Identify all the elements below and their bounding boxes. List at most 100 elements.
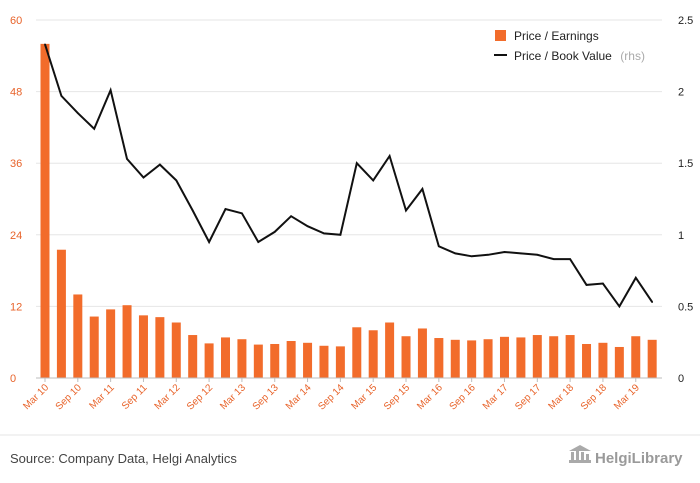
- bar: [204, 343, 214, 378]
- line-point: [585, 284, 588, 286]
- x-tick-label: Mar 18: [546, 382, 576, 412]
- bar: [171, 322, 181, 378]
- x-tick-label: Mar 11: [87, 382, 117, 412]
- line-point: [536, 254, 539, 256]
- legend-label-price-earnings: Price / Earnings: [514, 29, 599, 43]
- y-left-tick-label: 24: [10, 230, 22, 242]
- y-right-tick-label: 1: [678, 230, 684, 242]
- y-right-tick-label: 2: [678, 87, 684, 99]
- line-point: [339, 234, 342, 236]
- x-tick-label: Sep 12: [185, 382, 215, 412]
- bar: [352, 327, 362, 378]
- line-point: [405, 209, 407, 212]
- legend-label-price-book-group: Price / Book Value (rhs): [514, 47, 645, 64]
- brand-name: HelgiLibrary: [595, 450, 683, 467]
- x-tick-label: Sep 18: [579, 382, 609, 412]
- bar-layer: [40, 43, 657, 378]
- line-point: [109, 89, 112, 91]
- x-tick-label: Mar 14: [284, 382, 314, 412]
- bar: [631, 336, 641, 378]
- bar: [56, 249, 66, 378]
- x-tick-label: Mar 19: [612, 382, 642, 412]
- bar: [647, 339, 657, 378]
- line-point: [651, 301, 653, 303]
- bar: [303, 342, 313, 378]
- bar: [286, 341, 296, 378]
- line-point: [241, 212, 243, 215]
- line-point: [126, 158, 128, 160]
- line-point: [323, 232, 325, 235]
- bar: [138, 315, 148, 378]
- bar: [532, 335, 542, 378]
- bar: [385, 322, 395, 378]
- y-left-tick-label: 48: [10, 87, 22, 99]
- bar: [253, 344, 263, 378]
- source-note: Source: Company Data, Helgi Analytics: [10, 451, 237, 466]
- x-tick-label: Sep 13: [251, 382, 281, 412]
- line-point: [60, 95, 63, 97]
- bar: [516, 337, 526, 378]
- series-line-price-book: [44, 43, 654, 309]
- brand-logo: HelgiLibrary: [569, 445, 683, 467]
- line-point: [618, 305, 621, 308]
- line-point: [257, 241, 260, 243]
- line-point: [602, 282, 604, 285]
- bar: [368, 330, 378, 378]
- y-right-tick-label: 2.5: [678, 15, 693, 27]
- legend: Price / Earnings Price / Book Value (rhs…: [494, 29, 645, 64]
- bar: [483, 339, 493, 378]
- bar: [335, 346, 345, 378]
- line-point: [290, 215, 292, 217]
- line-point: [208, 241, 210, 243]
- bar: [89, 316, 99, 378]
- x-tick-label: Mar 16: [415, 382, 445, 412]
- y-right-tick-label: 0.5: [678, 301, 693, 313]
- line-point: [454, 252, 457, 255]
- line-point: [306, 225, 309, 228]
- y-left-tick-label: 12: [10, 301, 22, 313]
- bar: [598, 342, 608, 378]
- line-point: [273, 231, 276, 233]
- y-left-tick-label: 0: [10, 373, 16, 385]
- x-tick-label: Mar 12: [153, 382, 183, 412]
- line-point: [77, 112, 79, 114]
- bar: [565, 335, 575, 378]
- bar: [221, 337, 231, 378]
- x-tick-label: Sep 16: [448, 382, 478, 412]
- bar: [401, 336, 411, 378]
- line-layer: [44, 43, 654, 309]
- line-point: [175, 179, 178, 182]
- bar: [450, 339, 460, 378]
- x-tick-label: Mar 17: [481, 382, 511, 412]
- line-point: [634, 276, 637, 279]
- line-point: [142, 176, 145, 179]
- line-point: [438, 245, 440, 248]
- library-icon: [569, 445, 591, 463]
- line-point: [569, 258, 571, 260]
- line-point: [470, 255, 473, 258]
- line-point: [191, 209, 194, 212]
- bar: [467, 340, 477, 378]
- bar: [614, 346, 624, 378]
- y-right-tick-label: 0: [678, 373, 684, 385]
- line-point: [224, 208, 227, 210]
- grid-layer: [36, 19, 662, 307]
- line-point: [487, 254, 489, 256]
- legend-label-price-book: Price / Book Value: [514, 49, 612, 63]
- x-tick-label: Sep 15: [382, 382, 412, 412]
- bar: [122, 305, 132, 378]
- y-left-tick-label: 60: [10, 15, 22, 27]
- bar: [549, 336, 559, 378]
- line-point: [552, 258, 555, 260]
- bar: [434, 338, 444, 378]
- legend-note-rhs: (rhs): [620, 49, 645, 63]
- bar: [40, 43, 50, 378]
- line-point: [388, 155, 391, 157]
- x-tick-label: Sep 10: [54, 382, 84, 412]
- bar: [237, 339, 247, 378]
- y-left-tick-label: 36: [10, 158, 22, 170]
- line-point: [503, 251, 506, 253]
- line-point: [421, 188, 424, 190]
